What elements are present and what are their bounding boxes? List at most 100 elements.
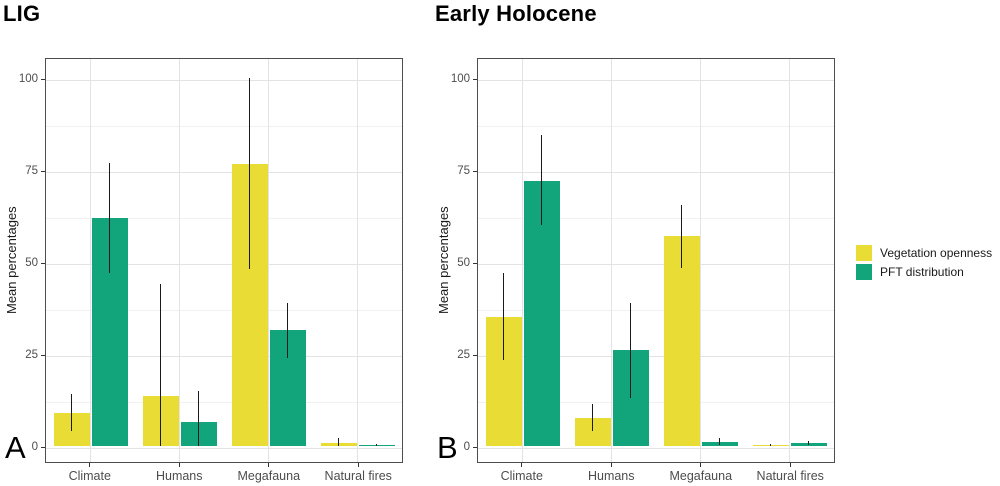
error-bar	[338, 437, 339, 446]
y-axis-tick	[473, 79, 477, 80]
bar-slot	[320, 59, 357, 462]
y-axis-tick	[41, 355, 45, 356]
bar-slot	[91, 59, 128, 462]
x-axis-tick	[89, 463, 91, 467]
bar-slot	[574, 59, 611, 462]
y-tick-label: 75	[25, 165, 38, 177]
bar-group-humans	[135, 59, 224, 462]
category-gridline	[179, 59, 180, 462]
y-axis-tick	[41, 171, 45, 172]
bar-group-climate	[46, 59, 135, 462]
x-tick-label: Megafauna	[669, 469, 733, 483]
bars-layer	[46, 59, 402, 462]
major-gridline	[46, 356, 402, 357]
chart-title: Early Holocene	[435, 1, 597, 26]
bar-slot	[53, 59, 90, 462]
minor-gridline	[478, 126, 834, 127]
legend: Vegetation openness PFT distribution	[856, 245, 992, 283]
major-gridline	[46, 80, 402, 81]
bar-slot	[701, 59, 738, 462]
error-bar	[541, 135, 542, 226]
category-gridline	[268, 59, 269, 462]
bar-slot	[523, 59, 560, 462]
plot-panel	[45, 58, 403, 463]
error-bar	[109, 162, 110, 274]
y-axis-tick	[41, 79, 45, 80]
y-tick-label: 100	[18, 73, 38, 85]
error-bar	[160, 284, 161, 446]
minor-gridline	[46, 402, 402, 403]
y-tick-label: 75	[457, 165, 470, 177]
chart-panel-early-holocene: Early Holocene Mean percentages B 0 25 50 7…	[432, 0, 862, 486]
error-bar	[249, 78, 250, 270]
category-gridline	[357, 59, 358, 462]
bar-slot	[180, 59, 217, 462]
category-gridline	[611, 59, 612, 462]
y-axis-tick	[473, 355, 477, 356]
major-gridline	[478, 80, 834, 81]
x-axis-tick	[700, 463, 702, 467]
x-axis-tick	[610, 463, 612, 467]
bar-slot	[485, 59, 522, 462]
x-tick-label: Climate	[500, 469, 543, 483]
error-bar	[198, 390, 199, 446]
legend-item-pft-distribution: PFT distribution	[856, 264, 992, 280]
category-gridline	[789, 59, 790, 462]
bars-layer	[478, 59, 834, 462]
legend-label: PFT distribution	[880, 265, 964, 279]
grid-layer	[46, 59, 402, 462]
y-tick-label: 0	[31, 441, 38, 453]
legend-swatch-icon	[856, 264, 872, 280]
bar-slot	[790, 59, 827, 462]
x-axis-tick	[178, 463, 180, 467]
bar-slot	[269, 59, 306, 462]
x-tick-label: Natural fires	[756, 469, 824, 483]
bar-slot	[663, 59, 700, 462]
category-gridline	[522, 59, 523, 462]
minor-gridline	[478, 310, 834, 311]
error-bar	[719, 437, 720, 445]
x-axis-tick	[521, 463, 523, 467]
error-bar	[287, 302, 288, 358]
y-axis-tick	[473, 447, 477, 448]
x-tick-label: Climate	[68, 469, 111, 483]
bar-slot	[612, 59, 649, 462]
bar-slot	[231, 59, 268, 462]
y-tick-label: 25	[457, 349, 470, 361]
major-gridline	[46, 172, 402, 173]
major-gridline	[478, 264, 834, 265]
bar-group-megafauna	[656, 59, 745, 462]
y-axis-tick	[41, 263, 45, 264]
plot-panel	[477, 58, 835, 463]
bar-group-natural-fires	[313, 59, 402, 462]
bar-pft-distribution	[523, 181, 560, 446]
y-axis-tick	[41, 447, 45, 448]
x-tick-label: Humans	[587, 469, 635, 483]
minor-gridline	[46, 310, 402, 311]
y-tick-label: 25	[25, 349, 38, 361]
bar-group-humans	[567, 59, 656, 462]
grid-layer	[478, 59, 834, 462]
category-gridline	[90, 59, 91, 462]
y-tick-label: 0	[463, 441, 470, 453]
error-bar	[681, 204, 682, 268]
bar-group-climate	[478, 59, 567, 462]
minor-gridline	[478, 402, 834, 403]
x-axis-tick	[789, 463, 791, 467]
major-gridline	[478, 448, 834, 449]
category-gridline	[700, 59, 701, 462]
error-bar	[592, 403, 593, 432]
chart-panel-lig: LIG Mean percentages A 0 25 50 75 100 Climate…	[0, 0, 430, 486]
x-axis-tick	[357, 463, 359, 467]
bar-slot	[142, 59, 179, 462]
y-tick-label: 100	[450, 73, 470, 85]
minor-gridline	[46, 218, 402, 219]
panel-letter: A	[5, 430, 26, 465]
legend-item-vegetation-openness: Vegetation openness	[856, 245, 992, 261]
chart-title: LIG	[3, 1, 41, 26]
y-axis-tick	[473, 171, 477, 172]
minor-gridline	[478, 218, 834, 219]
major-gridline	[478, 356, 834, 357]
error-bar	[71, 394, 72, 432]
